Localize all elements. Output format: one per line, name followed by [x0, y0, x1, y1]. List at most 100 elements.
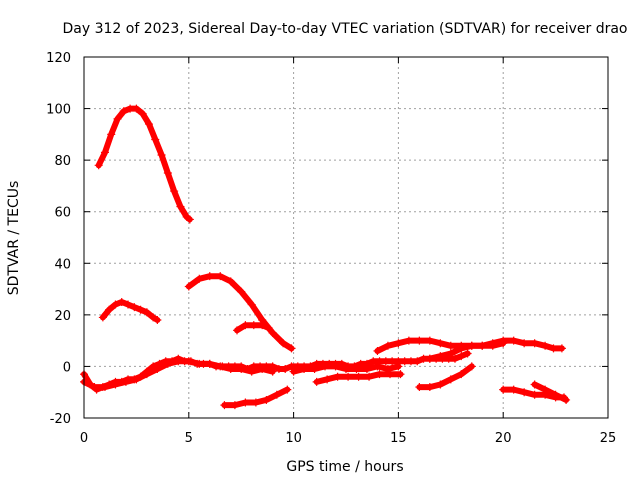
data-point [247, 367, 256, 376]
data-point [268, 367, 277, 376]
data-point [425, 336, 434, 345]
data-point [258, 365, 267, 374]
data-point [457, 352, 466, 361]
data-point [562, 395, 571, 404]
data-point [289, 367, 298, 376]
data-point [404, 336, 413, 345]
data-point [130, 303, 139, 312]
data-point [132, 375, 141, 384]
data-point [436, 352, 445, 361]
data-point [258, 321, 267, 330]
y-tick-label: 40 [54, 257, 71, 272]
series-s3 [184, 272, 296, 353]
data-point [365, 372, 374, 381]
data-point [373, 362, 382, 371]
data-point [457, 344, 466, 353]
data-point [205, 359, 214, 368]
y-tick-label: -20 [50, 412, 71, 427]
x-axis-label: GPS time / hours [286, 459, 403, 475]
data-point [386, 370, 395, 379]
y-tick-label: 80 [54, 154, 71, 169]
data-point [170, 187, 179, 196]
data-point [149, 313, 158, 322]
data-point [195, 274, 204, 283]
data-point [226, 365, 235, 374]
data-point [551, 390, 560, 399]
data-point [344, 372, 353, 381]
x-tick-label: 15 [390, 431, 407, 446]
data-point [142, 370, 151, 379]
data-point [124, 300, 133, 309]
data-point [509, 336, 518, 345]
series-s4 [233, 321, 273, 335]
data-point [333, 372, 342, 381]
plot-frame [83, 56, 609, 419]
series-s9 [312, 370, 405, 386]
data-point [241, 398, 250, 407]
data-point [174, 357, 183, 366]
x-tick-label: 5 [185, 431, 193, 446]
data-point [509, 385, 518, 394]
data-marks [80, 104, 571, 410]
data-point [283, 385, 292, 394]
data-point [530, 380, 539, 389]
data-point [184, 357, 193, 366]
data-point [499, 385, 508, 394]
data-point [499, 339, 508, 348]
data-point [176, 202, 185, 211]
data-point [195, 359, 204, 368]
data-point [153, 316, 162, 325]
axis-ticks: 0 5 10 15 20 25 -20 0 20 40 60 80 100 120 [46, 51, 616, 446]
data-point [279, 339, 288, 348]
data-point [373, 346, 382, 355]
data-point [100, 148, 109, 157]
data-point [287, 344, 296, 353]
data-point [138, 109, 147, 118]
data-point [436, 339, 445, 348]
data-point [281, 365, 290, 374]
data-point [446, 341, 455, 350]
data-point [323, 375, 332, 384]
data-point [352, 365, 361, 374]
data-point [396, 370, 405, 379]
data-point [163, 169, 172, 178]
data-point [247, 300, 256, 309]
data-point [436, 380, 445, 389]
x-tick-label: 10 [285, 431, 302, 446]
data-point [264, 323, 273, 332]
data-point [467, 341, 476, 350]
data-point [413, 357, 422, 366]
data-point [310, 365, 319, 374]
data-point [111, 380, 120, 389]
data-point [354, 372, 363, 381]
y-tick-label: 0 [63, 360, 71, 375]
data-point [342, 365, 350, 374]
data-point [98, 313, 107, 322]
data-point [251, 398, 260, 407]
series-line [531, 381, 570, 403]
data-point [153, 365, 162, 374]
data-point [105, 305, 114, 314]
series-line [99, 299, 161, 323]
x-tick-label: 20 [495, 431, 512, 446]
data-point [467, 362, 476, 371]
data-point [312, 377, 321, 386]
data-point [394, 339, 403, 348]
data-point [425, 354, 434, 363]
data-point [184, 282, 193, 291]
series-s11 [425, 339, 508, 363]
data-point [541, 341, 550, 350]
data-point [450, 354, 459, 363]
data-point [216, 362, 225, 371]
data-point [107, 130, 116, 139]
data-point [541, 385, 550, 394]
data-point [132, 104, 141, 113]
data-point [415, 383, 424, 392]
data-point [111, 300, 120, 309]
data-point [144, 120, 153, 129]
data-point [530, 390, 539, 399]
data-point [557, 344, 566, 353]
data-point [151, 135, 160, 144]
data-point [94, 161, 103, 170]
